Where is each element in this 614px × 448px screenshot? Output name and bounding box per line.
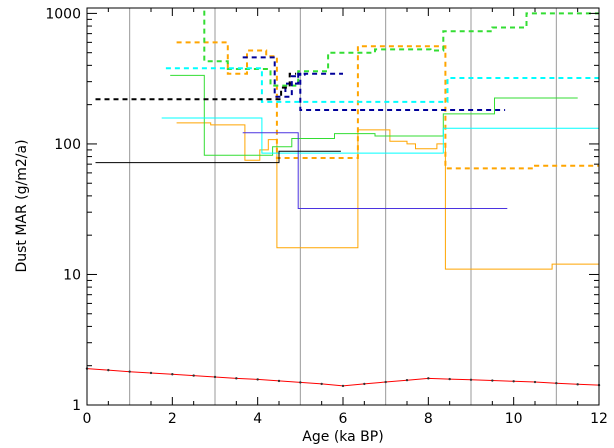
series-point-0-1	[107, 369, 109, 371]
series-point-0-6	[214, 376, 216, 378]
series-black-9	[96, 74, 297, 100]
series-point-0-21	[534, 381, 536, 383]
series-point-0-13	[363, 383, 365, 385]
series-green-3	[170, 75, 578, 155]
series-point-0-10	[299, 381, 301, 383]
series-point-0-7	[235, 377, 237, 379]
y-tick-label-100: 100	[54, 137, 81, 153]
series-point-0-22	[555, 382, 557, 384]
series-point-0-19	[491, 379, 493, 381]
series-point-0-11	[320, 383, 322, 385]
series-orange-2	[177, 42, 599, 168]
series-point-0-18	[470, 379, 472, 381]
series-point-0-23	[576, 383, 578, 385]
series-point-0-9	[278, 380, 280, 382]
y-tick-label-1: 1	[72, 398, 81, 414]
x-tick-label-2: 2	[168, 411, 177, 427]
series-point-0-8	[256, 378, 258, 380]
series-orange-1	[177, 123, 599, 269]
y-tick-label-1000: 1000	[45, 6, 81, 22]
series-green-4	[204, 11, 599, 86]
series-point-0-17	[448, 378, 450, 380]
series-point-0-2	[128, 370, 130, 372]
x-tick-label-8: 8	[424, 411, 433, 427]
series-red-0	[87, 369, 599, 386]
series-point-0-12	[342, 385, 344, 387]
series-point-0-16	[427, 377, 429, 379]
plot-frame	[87, 8, 599, 405]
series-point-0-20	[512, 380, 514, 382]
series-navy-7	[243, 57, 505, 110]
x-tick-label-0: 0	[83, 411, 92, 427]
series-point-0-3	[150, 372, 152, 374]
series-point-0-4	[171, 373, 173, 375]
y-tick-label-10: 10	[63, 267, 81, 283]
series-point-0-14	[384, 381, 386, 383]
x-axis-title: Age (ka BP)	[302, 429, 383, 445]
x-tick-label-6: 6	[339, 411, 348, 427]
x-tick-label-4: 4	[253, 411, 262, 427]
x-tick-label-10: 10	[505, 411, 523, 427]
series-point-0-15	[406, 379, 408, 381]
y-axis-title: Dust MAR (g/m2/a)	[14, 139, 30, 272]
series-point-0-5	[192, 374, 194, 376]
series-blue-10	[243, 133, 508, 209]
series-layer	[86, 11, 600, 388]
x-tick-label-12: 12	[590, 411, 608, 427]
